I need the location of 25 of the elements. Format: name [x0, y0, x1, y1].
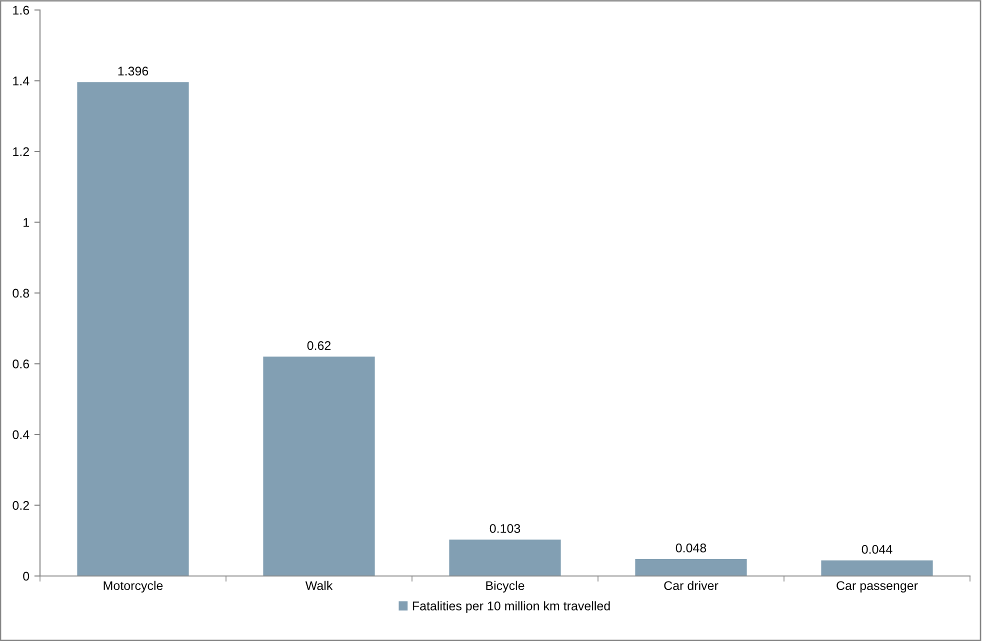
bar	[821, 560, 933, 576]
data-label: 0.048	[676, 544, 706, 552]
data-label: 1.396	[118, 66, 148, 76]
bar	[77, 82, 189, 576]
x-tick-label: Walk	[305, 580, 333, 590]
y-tick-label: 0.4	[12, 430, 30, 440]
x-tick-label: Motorcycle	[104, 580, 163, 593]
y-tick-label: 1.2	[13, 147, 29, 156]
data-label: 0.103	[490, 524, 520, 533]
y-tick-label: 0	[23, 572, 30, 581]
bar	[635, 559, 747, 576]
data-label: 0.044	[862, 544, 892, 554]
bar	[263, 356, 375, 576]
y-tick-label: 1	[24, 218, 29, 227]
data-label: 0.62	[307, 341, 331, 350]
bar	[449, 540, 561, 576]
legend-label: Fatalities per 10 million km travelled	[412, 601, 610, 613]
y-tick-label: 0.2	[12, 501, 29, 510]
y-tick-label: 1.4	[13, 76, 30, 86]
x-tick-label: Bicycle	[486, 580, 524, 593]
y-tick-label: 0.6	[12, 360, 30, 368]
x-tick-label: Car driver	[664, 580, 718, 590]
y-tick-label: 0.8	[12, 288, 30, 298]
x-tick-label: Car passenger	[836, 581, 918, 593]
y-tick-label: 1.6	[13, 6, 30, 15]
